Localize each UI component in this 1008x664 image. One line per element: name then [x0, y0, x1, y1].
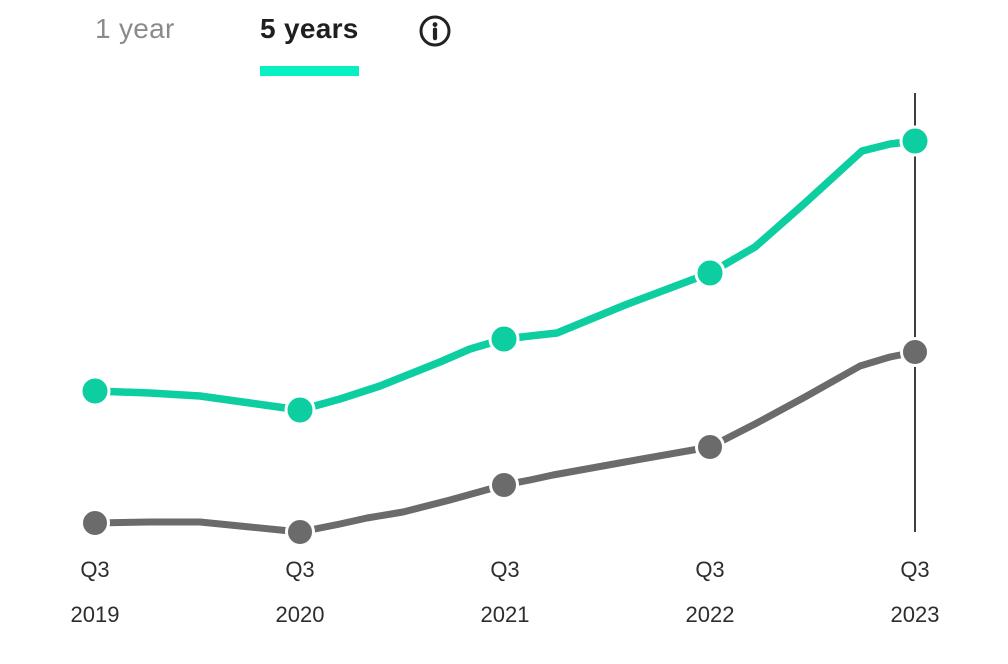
x-tick-quarter: Q3: [900, 557, 930, 582]
x-tick-quarter: Q3: [695, 557, 725, 582]
primary-accent-series-marker: [79, 375, 111, 407]
tab-1-year-label: 1 year: [95, 13, 175, 44]
x-tick-year: 2021: [480, 602, 530, 627]
primary-accent-series-marker: [694, 257, 726, 289]
x-tick-year: 2023: [890, 602, 940, 627]
primary-accent-series-marker: [284, 394, 316, 426]
x-tick-quarter: Q3: [490, 557, 520, 582]
range-tabs: 1 year 5 years: [0, 0, 1008, 90]
secondary-gray-series-line: [91, 348, 919, 536]
active-tab-underline: [260, 66, 359, 76]
tab-5-years[interactable]: 5 years: [260, 12, 359, 76]
x-tick-2020: Q3 2020: [276, 557, 325, 628]
tab-5-years-label: 5 years: [260, 13, 359, 44]
x-tick-year: 2020: [275, 602, 325, 627]
info-icon: [419, 15, 451, 47]
secondary-gray-series-marker: [285, 517, 315, 547]
tab-1-year[interactable]: 1 year: [95, 12, 175, 46]
x-tick-2022: Q3 2022: [686, 557, 735, 628]
primary-accent-series-line: [91, 137, 919, 414]
x-tick-quarter: Q3: [80, 557, 110, 582]
primary-accent-series-marker: [488, 323, 520, 355]
secondary-gray-series-marker: [900, 337, 930, 367]
info-button[interactable]: [418, 14, 452, 48]
x-tick-quarter: Q3: [285, 557, 315, 582]
primary-accent-series-marker: [899, 125, 931, 157]
x-tick-2019: Q3 2019: [71, 557, 120, 628]
secondary-gray-series-marker: [80, 508, 110, 538]
x-tick-year: 2019: [70, 602, 120, 627]
x-tick-year: 2022: [685, 602, 735, 627]
secondary-gray-series-marker: [489, 470, 519, 500]
x-tick-2021: Q3 2021: [481, 557, 530, 628]
secondary-gray-series-marker: [695, 432, 725, 462]
x-tick-2023: Q3 2023: [891, 557, 940, 628]
